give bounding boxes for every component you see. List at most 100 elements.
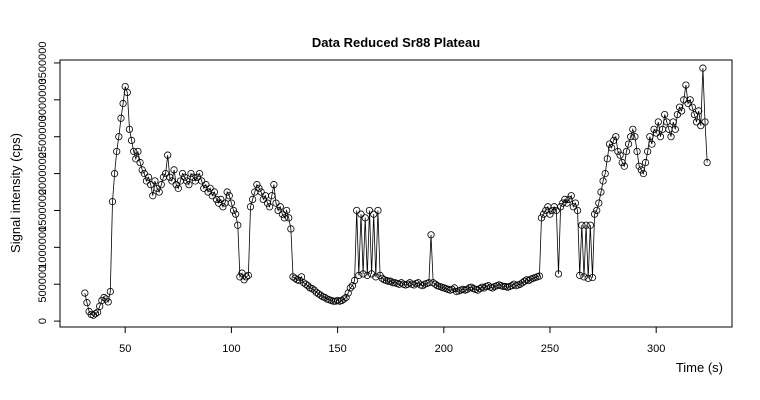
data-point: [208, 192, 216, 200]
data-point: [278, 210, 286, 218]
data-point: [703, 158, 711, 167]
data-point: [195, 169, 204, 178]
data-point: [639, 169, 648, 178]
data-point: [132, 155, 140, 163]
data-point: [605, 140, 614, 148]
data-point: [697, 122, 705, 130]
data-point: [648, 140, 656, 148]
data-point: [431, 280, 439, 288]
data-point: [227, 199, 235, 207]
data-point: [229, 206, 238, 215]
data-point: [151, 177, 159, 185]
data-point: [633, 147, 641, 156]
data-point: [690, 110, 699, 119]
data-point: [134, 147, 142, 156]
data-point: [210, 188, 219, 196]
data-point: [285, 214, 293, 222]
data-point: [172, 181, 180, 189]
data-point: [125, 125, 134, 133]
data-point: [342, 293, 350, 302]
data-point: [565, 195, 573, 204]
data-point: [113, 147, 121, 156]
data-point: [590, 210, 599, 218]
data-point: [699, 64, 707, 72]
data-point: [597, 188, 605, 196]
data-point: [223, 188, 231, 196]
data-point: [652, 129, 660, 137]
data-point: [618, 158, 626, 167]
data-point: [166, 173, 174, 181]
data-point: [363, 271, 371, 279]
data-point: [675, 103, 684, 111]
data-point: [573, 206, 582, 215]
data-point: [115, 133, 123, 141]
data-point: [106, 287, 114, 296]
data-point: [206, 184, 214, 192]
data-point: [561, 195, 569, 204]
data-point: [610, 136, 618, 144]
data-point: [232, 210, 240, 218]
data-point: [234, 221, 242, 229]
data-point: [582, 221, 590, 229]
data-point: [321, 293, 329, 302]
data-point: [244, 271, 252, 279]
data-point: [344, 289, 352, 297]
data-point: [155, 188, 163, 196]
data-point: [168, 177, 176, 185]
y-tick-label: 500000: [37, 266, 49, 303]
data-point: [187, 169, 195, 178]
data-point: [584, 274, 592, 282]
data-point: [682, 81, 690, 89]
data-point: [688, 103, 696, 111]
data-point: [302, 280, 310, 288]
data-point: [257, 188, 265, 196]
data-point: [467, 283, 475, 291]
data-point: [317, 291, 325, 299]
data-point: [535, 272, 543, 280]
data-point: [164, 151, 172, 159]
data-point: [185, 181, 193, 189]
data-point: [661, 110, 669, 119]
data-point: [91, 310, 100, 318]
data-point: [489, 284, 497, 292]
data-point: [365, 206, 374, 215]
data-point: [635, 162, 643, 170]
data-point: [183, 177, 191, 185]
data-point: [656, 133, 665, 141]
data-point: [571, 199, 580, 207]
data-point: [83, 299, 91, 307]
data-point: [601, 169, 609, 178]
data-point: [266, 203, 274, 211]
data-point: [346, 284, 354, 292]
data-point: [308, 285, 316, 293]
data-point: [348, 282, 357, 290]
data-point: [548, 206, 556, 215]
data-point: [287, 225, 295, 233]
data-point: [624, 140, 633, 148]
data-point: [136, 158, 144, 167]
data-point: [259, 195, 267, 204]
data-point: [569, 203, 577, 211]
data-point: [641, 158, 650, 167]
data-point: [119, 99, 127, 108]
data-point: [701, 118, 709, 126]
data-point: [622, 147, 631, 156]
data-point: [576, 271, 584, 279]
data-point: [217, 195, 225, 204]
data-point: [650, 125, 658, 133]
data-point: [686, 96, 694, 104]
data-point: [242, 273, 250, 281]
data-point: [695, 107, 703, 115]
y-tick-label: 3000000: [37, 78, 49, 121]
data-point: [110, 169, 119, 178]
data-point: [104, 298, 112, 306]
data-point: [678, 107, 686, 115]
data-point: [627, 133, 635, 141]
x-tick-label: 300: [647, 343, 665, 355]
data-point: [249, 195, 257, 204]
data-point: [370, 210, 378, 218]
data-point: [272, 199, 280, 207]
data-point: [593, 206, 601, 215]
data-point: [616, 151, 624, 159]
